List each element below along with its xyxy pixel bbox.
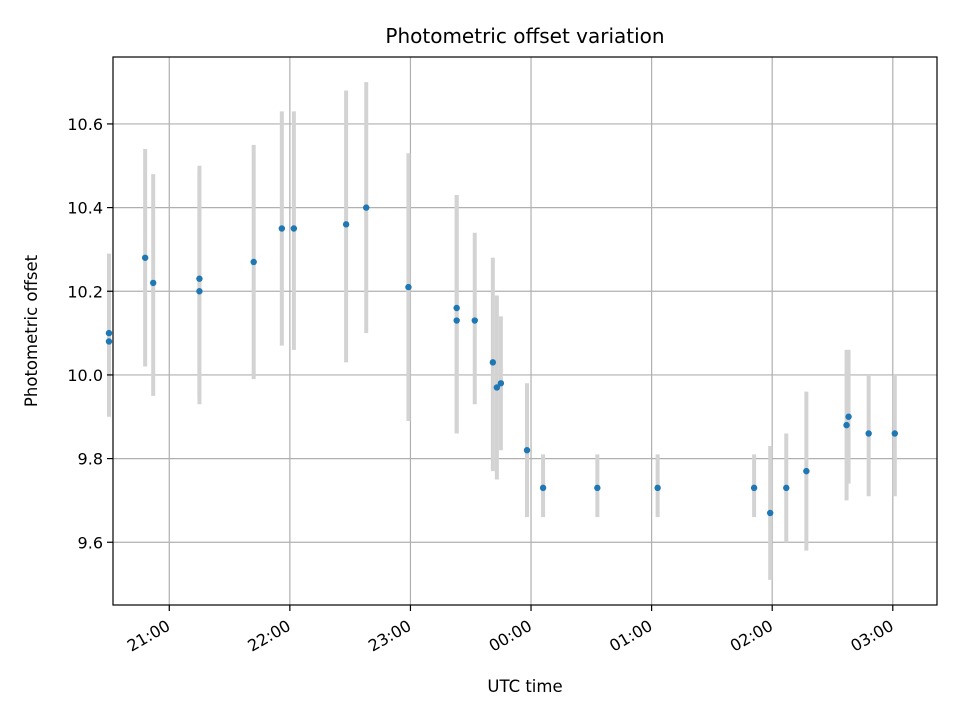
data-point <box>865 430 872 437</box>
data-point <box>290 225 298 232</box>
data-point <box>766 509 774 517</box>
data-points <box>105 204 898 517</box>
data-point <box>342 221 350 228</box>
data-point <box>523 447 531 454</box>
y-tick-label: 9.8 <box>78 450 103 469</box>
data-point <box>196 275 203 282</box>
data-point <box>654 484 661 492</box>
data-point <box>539 484 547 492</box>
data-point <box>489 359 497 366</box>
data-point <box>493 384 501 391</box>
y-tick-label: 9.6 <box>78 533 103 552</box>
data-point <box>149 279 157 287</box>
grid <box>113 57 937 605</box>
data-point <box>250 258 257 266</box>
data-point <box>363 204 370 211</box>
data-point <box>453 317 460 324</box>
data-point <box>845 413 852 420</box>
y-tick-label: 10.6 <box>67 115 103 134</box>
y-tick-label: 10.4 <box>67 199 103 218</box>
y-axis-ticks: 9.6 9.8 10.0 10.2 10.4 10.6 <box>67 115 113 552</box>
data-point <box>453 304 460 312</box>
x-axis-title: UTC time <box>487 677 562 696</box>
data-point <box>891 430 898 437</box>
data-point <box>105 338 113 345</box>
data-point <box>783 484 790 492</box>
data-point <box>278 225 286 232</box>
data-point <box>141 254 149 261</box>
y-tick-label: 10.2 <box>67 282 103 301</box>
data-point <box>105 329 113 337</box>
data-point <box>750 484 758 492</box>
chart-title: Photometric offset variation <box>385 24 664 48</box>
data-point <box>843 421 850 429</box>
data-point <box>594 484 601 492</box>
plot-frame <box>112 56 938 606</box>
data-point <box>405 283 412 291</box>
data-point <box>471 317 478 324</box>
y-tick-label: 10.0 <box>67 366 103 385</box>
data-point <box>803 467 810 475</box>
y-axis-title: Photometric offset <box>22 254 41 407</box>
data-point <box>497 380 505 387</box>
data-point <box>196 288 203 295</box>
